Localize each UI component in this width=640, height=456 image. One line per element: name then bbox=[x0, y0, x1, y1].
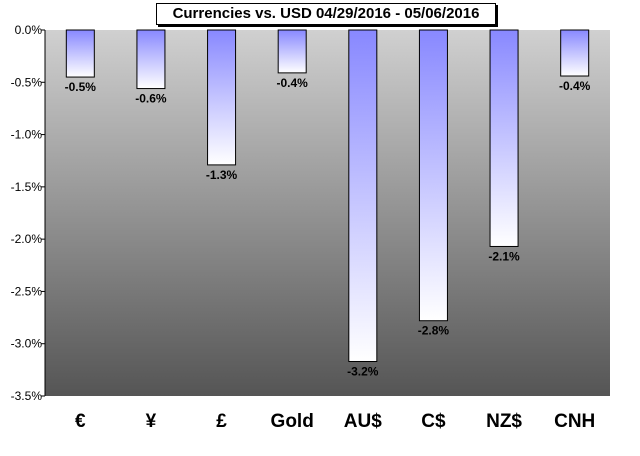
x-tick-label: C$ bbox=[421, 411, 446, 432]
x-tick-label: ¥ bbox=[146, 411, 157, 432]
x-tick-label: NZ$ bbox=[486, 411, 522, 432]
y-tick-label: -2.0% bbox=[11, 232, 43, 246]
y-tick-label: -1.0% bbox=[11, 128, 43, 142]
data-label: -2.1% bbox=[488, 249, 520, 263]
data-label: -0.6% bbox=[135, 92, 167, 106]
bar bbox=[277, 29, 307, 74]
data-label: -0.4% bbox=[277, 76, 309, 90]
x-tick-label: £ bbox=[216, 411, 227, 432]
bar bbox=[418, 29, 448, 322]
bar bbox=[207, 29, 237, 166]
y-tick-label: -3.5% bbox=[11, 389, 43, 403]
x-tick-label: AU$ bbox=[344, 411, 382, 432]
data-label: -0.4% bbox=[559, 79, 591, 93]
data-label: -0.5% bbox=[65, 80, 97, 94]
bar bbox=[489, 29, 519, 247]
y-tick-label: -1.5% bbox=[11, 180, 43, 194]
x-tick-label: CNH bbox=[554, 411, 595, 432]
bar bbox=[136, 29, 166, 90]
x-tick-label: € bbox=[75, 411, 86, 432]
chart-title: Currencies vs. USD 04/29/2016 - 05/06/20… bbox=[156, 3, 496, 25]
y-tick-label: -2.5% bbox=[11, 284, 43, 298]
bar bbox=[560, 29, 590, 77]
y-tick-label: -3.0% bbox=[11, 337, 43, 351]
bar bbox=[65, 29, 95, 78]
x-tick-label: Gold bbox=[271, 411, 314, 432]
data-label: -2.8% bbox=[418, 324, 450, 338]
bar bbox=[348, 29, 378, 362]
y-tick-label: -0.5% bbox=[11, 75, 43, 89]
plot-area bbox=[45, 30, 610, 396]
y-tick-label: 0.0% bbox=[15, 23, 43, 37]
data-label: -1.3% bbox=[206, 168, 238, 182]
data-label: -3.2% bbox=[347, 364, 379, 378]
